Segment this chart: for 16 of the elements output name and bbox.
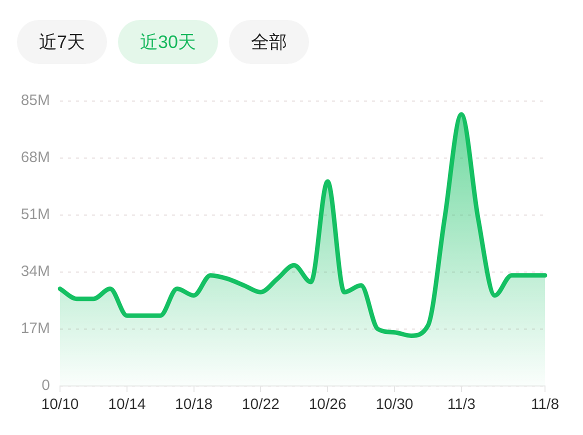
x-tick-label: 10/22 [242, 396, 280, 414]
tab-button[interactable]: 近7天 [17, 20, 108, 64]
y-tick-label: 0 [42, 377, 50, 394]
x-tick-label: 11/8 [530, 396, 560, 414]
x-tick-label: 11/3 [447, 396, 476, 414]
y-tick-label: 17M [20, 320, 50, 338]
x-tick-label: 10/10 [41, 396, 79, 414]
y-tick-label: 34M [20, 263, 50, 280]
tab-button[interactable]: 全部 [229, 20, 310, 64]
y-tick-label: 51M [20, 206, 50, 224]
x-tick-label: 10/14 [108, 396, 146, 414]
y-tick-label: 85M [20, 92, 50, 110]
x-tick-label: 10/18 [175, 396, 213, 414]
x-tick-label: 10/26 [308, 396, 346, 414]
x-tick-label: 10/30 [376, 396, 414, 414]
y-tick-label: 68M [20, 149, 50, 166]
